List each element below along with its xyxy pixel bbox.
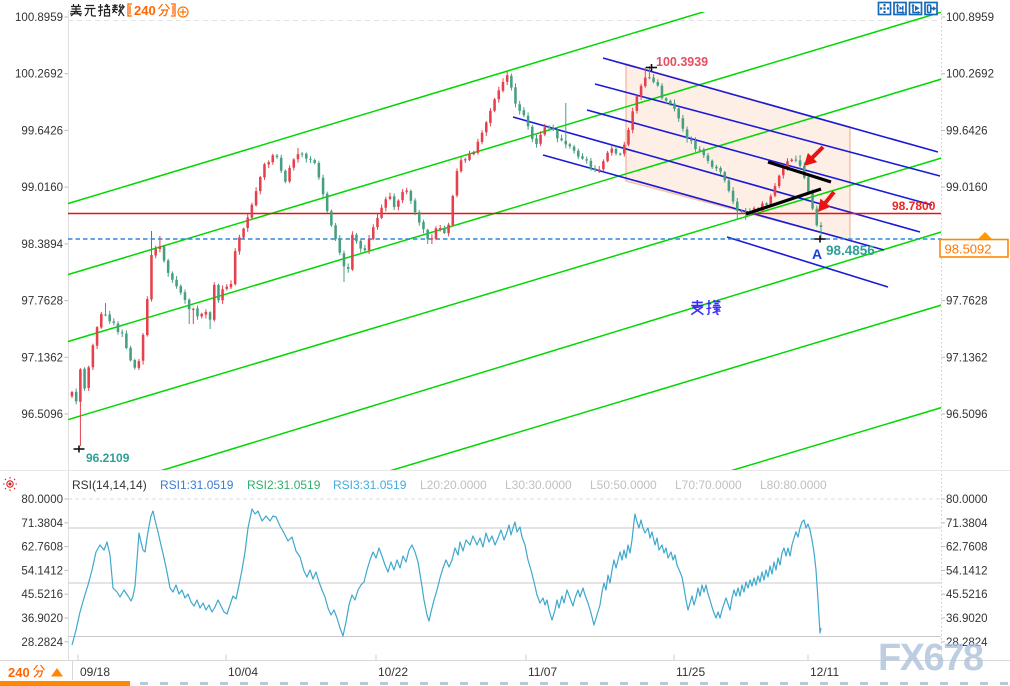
svg-text:RSI2:31.0519: RSI2:31.0519 (247, 478, 321, 492)
svg-text:99.0160: 99.0160 (946, 182, 988, 194)
svg-text:98.5092: 98.5092 (945, 242, 992, 257)
svg-text:96.5096: 96.5096 (21, 409, 63, 421)
svg-text:71.3804: 71.3804 (946, 518, 988, 530)
svg-text:80.0000: 80.0000 (946, 494, 988, 506)
svg-text:99.6426: 99.6426 (21, 125, 63, 137)
svg-text:12/11: 12/11 (810, 665, 839, 679)
svg-text:98.7800: 98.7800 (892, 199, 936, 213)
svg-text:10/04: 10/04 (228, 665, 258, 679)
svg-text:99.6426: 99.6426 (946, 125, 988, 137)
svg-text:36.9020: 36.9020 (21, 613, 63, 625)
svg-text:100.8959: 100.8959 (946, 12, 994, 24)
svg-text:96.2109: 96.2109 (86, 451, 130, 465)
svg-text:45.5216: 45.5216 (946, 589, 988, 601)
svg-text:L70:70.0000: L70:70.0000 (675, 478, 742, 492)
svg-text:71.3804: 71.3804 (21, 518, 63, 530)
svg-text:RSI(14,14,14): RSI(14,14,14) (72, 478, 147, 492)
svg-text:L80:80.0000: L80:80.0000 (760, 478, 827, 492)
svg-text:98.3894: 98.3894 (21, 239, 63, 251)
svg-text:97.1362: 97.1362 (21, 352, 63, 364)
svg-text:54.1412: 54.1412 (946, 565, 988, 577)
svg-text:11/07: 11/07 (528, 665, 557, 679)
svg-text:11/25: 11/25 (676, 665, 705, 679)
svg-text:97.7628: 97.7628 (946, 296, 988, 308)
svg-text:100.2692: 100.2692 (15, 69, 63, 81)
svg-text:97.7628: 97.7628 (21, 296, 63, 308)
svg-text:96.5096: 96.5096 (946, 409, 988, 421)
svg-text:L20:20.0000: L20:20.0000 (420, 478, 487, 492)
svg-text:09/18: 09/18 (80, 665, 110, 679)
svg-text:RSI1:31.0519: RSI1:31.0519 (160, 478, 234, 492)
svg-text:45.5216: 45.5216 (21, 589, 63, 601)
svg-text:L30:30.0000: L30:30.0000 (505, 478, 572, 492)
svg-text:100.2692: 100.2692 (946, 69, 994, 81)
svg-text:10/22: 10/22 (378, 665, 408, 679)
svg-text:36.9020: 36.9020 (946, 613, 988, 625)
svg-text:100.3939: 100.3939 (656, 55, 708, 69)
svg-text:RSI3:31.0519: RSI3:31.0519 (333, 478, 407, 492)
svg-text:240: 240 (134, 3, 156, 18)
svg-text:L50:50.0000: L50:50.0000 (590, 478, 657, 492)
svg-text:62.7608: 62.7608 (946, 542, 988, 554)
svg-text:98.4856: 98.4856 (826, 243, 875, 258)
svg-text:240: 240 (8, 665, 30, 680)
svg-text:62.7608: 62.7608 (21, 542, 63, 554)
svg-text:97.1362: 97.1362 (946, 352, 988, 364)
svg-text:100.8959: 100.8959 (15, 12, 63, 24)
svg-text:28.2824: 28.2824 (946, 637, 988, 649)
svg-text:80.0000: 80.0000 (21, 494, 63, 506)
svg-text:54.1412: 54.1412 (21, 565, 63, 577)
svg-text:A: A (812, 246, 822, 262)
svg-text:28.2824: 28.2824 (21, 637, 63, 649)
svg-text:FX678: FX678 (878, 637, 983, 679)
svg-text:99.0160: 99.0160 (21, 182, 63, 194)
